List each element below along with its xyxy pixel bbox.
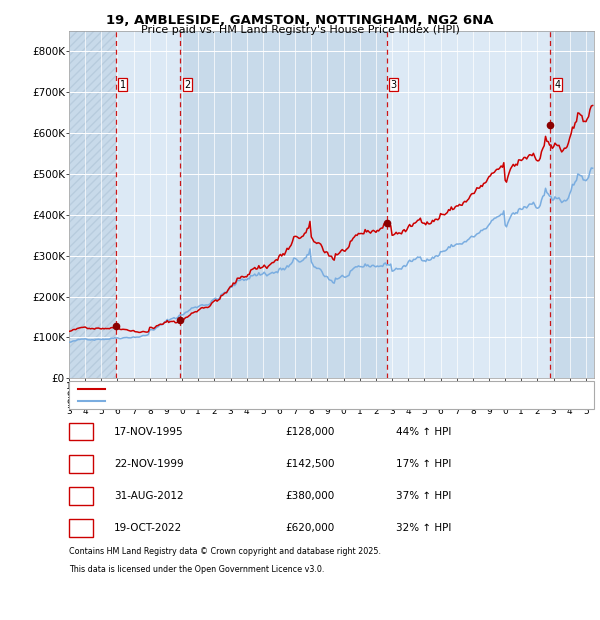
Bar xyxy=(69,31,116,378)
Text: 1: 1 xyxy=(119,80,125,90)
Text: 22-NOV-1999: 22-NOV-1999 xyxy=(114,459,184,469)
Text: 4: 4 xyxy=(77,523,85,533)
Text: 17-NOV-1995: 17-NOV-1995 xyxy=(114,427,184,436)
Text: 19-OCT-2022: 19-OCT-2022 xyxy=(114,523,182,533)
Text: 1: 1 xyxy=(77,427,85,436)
Text: 19, AMBLESIDE, GAMSTON, NOTTINGHAM, NG2 6NA: 19, AMBLESIDE, GAMSTON, NOTTINGHAM, NG2 … xyxy=(106,14,494,27)
Text: £620,000: £620,000 xyxy=(285,523,334,533)
Bar xyxy=(180,31,386,378)
Text: 37% ↑ HPI: 37% ↑ HPI xyxy=(396,491,451,501)
Text: 3: 3 xyxy=(77,491,85,501)
Text: 32% ↑ HPI: 32% ↑ HPI xyxy=(396,523,451,533)
Text: £380,000: £380,000 xyxy=(285,491,334,501)
Text: 44% ↑ HPI: 44% ↑ HPI xyxy=(396,427,451,436)
Text: £128,000: £128,000 xyxy=(285,427,334,436)
Text: £142,500: £142,500 xyxy=(285,459,335,469)
Text: 17% ↑ HPI: 17% ↑ HPI xyxy=(396,459,451,469)
Text: 4: 4 xyxy=(554,80,560,90)
Text: 2: 2 xyxy=(184,80,191,90)
Bar xyxy=(116,31,180,378)
Text: This data is licensed under the Open Government Licence v3.0.: This data is licensed under the Open Gov… xyxy=(69,565,325,574)
Text: 31-AUG-2012: 31-AUG-2012 xyxy=(114,491,184,501)
Bar xyxy=(386,31,550,378)
Text: 19, AMBLESIDE, GAMSTON, NOTTINGHAM, NG2 6NA (detached house): 19, AMBLESIDE, GAMSTON, NOTTINGHAM, NG2 … xyxy=(111,384,443,393)
Text: 3: 3 xyxy=(391,80,397,90)
Bar xyxy=(550,31,594,378)
Text: 2: 2 xyxy=(77,459,85,469)
Text: HPI: Average price, detached house, Rushcliffe: HPI: Average price, detached house, Rush… xyxy=(111,397,334,405)
Text: Contains HM Land Registry data © Crown copyright and database right 2025.: Contains HM Land Registry data © Crown c… xyxy=(69,547,381,557)
Bar xyxy=(69,31,116,378)
Text: Price paid vs. HM Land Registry's House Price Index (HPI): Price paid vs. HM Land Registry's House … xyxy=(140,25,460,35)
